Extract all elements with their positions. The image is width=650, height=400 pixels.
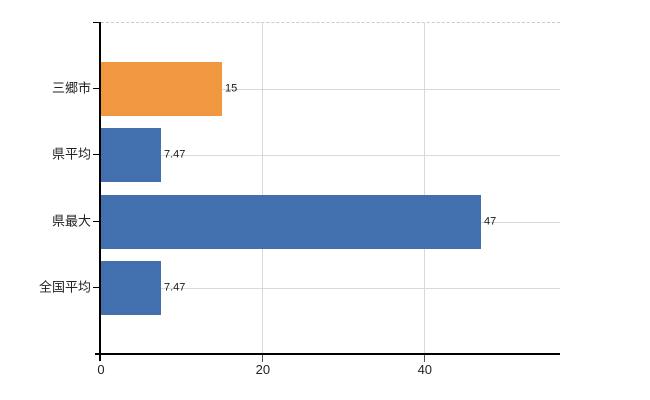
value-label-3: 7.47 (164, 281, 186, 294)
category-label-0: 三郷市 (51, 80, 91, 96)
gridline-vertical-40 (424, 23, 426, 356)
y-axis-tick-2 (93, 221, 100, 222)
y-axis-tick-1 (93, 154, 100, 155)
category-label-1: 県平均 (51, 146, 91, 162)
y-axis-line (99, 22, 101, 361)
bar-3 (101, 261, 161, 315)
bar-0 (101, 62, 222, 116)
x-tick-label-20: 20 (255, 362, 271, 377)
plot-area: 15 7.47 47 7.47 (101, 22, 560, 356)
y-axis-tick-3 (93, 287, 100, 288)
category-label-3: 全国平均 (38, 279, 91, 295)
x-axis-tick-40 (424, 355, 426, 362)
y-axis-tick-top (93, 22, 100, 23)
x-axis-tick-20 (262, 355, 264, 362)
gridline-vertical-20 (262, 23, 264, 356)
gridline-horizontal-1 (101, 154, 560, 156)
gridline-horizontal-0 (101, 88, 560, 90)
bar-1 (101, 128, 161, 182)
gridline-horizontal-3 (101, 287, 560, 289)
value-label-1: 7.47 (164, 148, 186, 161)
y-axis-tick-0 (93, 88, 100, 89)
value-label-0: 15 (225, 82, 238, 95)
x-tick-label-0: 0 (97, 362, 105, 377)
value-label-2: 47 (484, 215, 497, 228)
bar-2 (101, 195, 481, 249)
category-label-2: 県最大 (51, 213, 91, 229)
x-tick-label-40: 40 (417, 362, 433, 377)
x-axis-line (95, 353, 560, 355)
